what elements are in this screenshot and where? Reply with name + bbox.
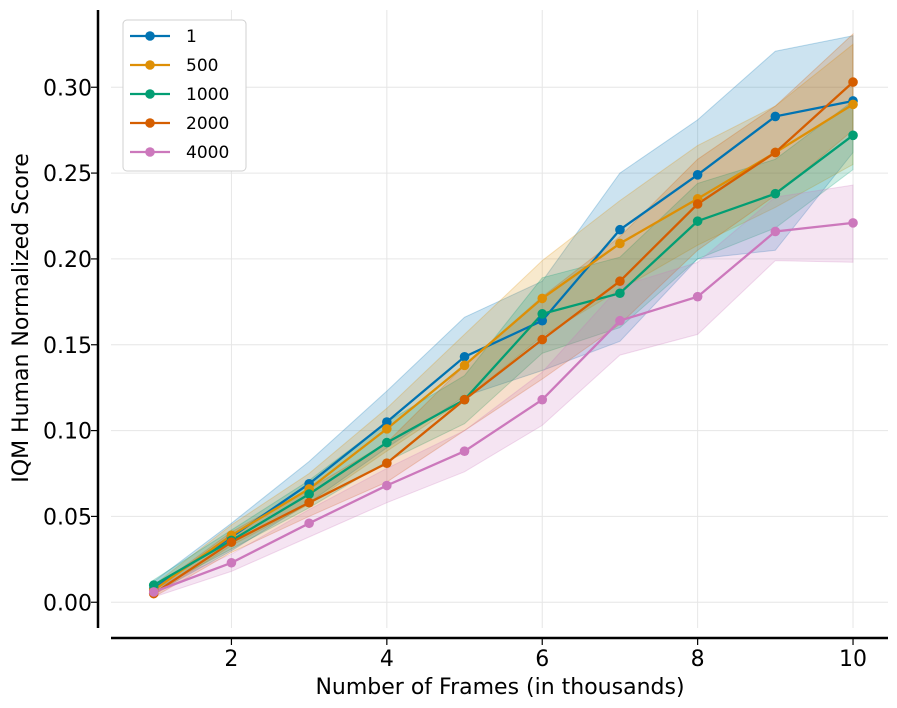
point-500 (615, 238, 625, 249)
point-4000 (304, 518, 314, 529)
point-2000 (226, 537, 237, 547)
point-1000 (692, 216, 703, 226)
point-500 (382, 424, 392, 434)
point-1 (537, 315, 548, 326)
point-1 (459, 351, 470, 362)
series-line-500 (153, 103, 854, 592)
point-1 (382, 417, 392, 427)
point-1 (770, 111, 781, 122)
point-4000 (382, 480, 392, 491)
point-4000 (537, 394, 548, 405)
legend-label-500: 500 (186, 56, 218, 76)
legend-marker-500 (145, 60, 155, 70)
point-500 (537, 293, 548, 304)
legend-marker-1000 (145, 89, 155, 99)
series-points (148, 77, 858, 599)
point-4000 (226, 557, 237, 568)
point-1000 (615, 288, 625, 299)
point-1 (692, 170, 703, 180)
point-2000 (692, 199, 703, 209)
point-1000 (148, 580, 159, 590)
y-tick-label: 0.00 (43, 591, 92, 616)
point-2000 (382, 458, 392, 469)
point-500 (459, 360, 470, 371)
point-1000 (304, 489, 314, 499)
confidence-bands (153, 32, 854, 598)
legend-label-2000: 2000 (186, 114, 229, 134)
y-ticks: 0.00 0.05 0.10 0.15 0.20 0.25 0.30 (43, 76, 98, 616)
x-tick-label: 10 (839, 647, 867, 672)
point-4000 (770, 226, 781, 237)
x-tick-label: 6 (535, 647, 549, 672)
point-500 (848, 99, 858, 110)
point-2000 (848, 77, 858, 87)
point-1 (615, 224, 625, 235)
y-tick-label: 0.30 (43, 76, 92, 101)
point-1000 (848, 130, 858, 141)
y-tick-label: 0.10 (43, 420, 92, 445)
point-2000 (615, 276, 625, 287)
legend-label-4000: 4000 (186, 143, 229, 163)
legend-label-1000: 1000 (186, 85, 229, 105)
band-1 (153, 35, 854, 595)
legend-marker-1 (145, 31, 155, 41)
point-4000 (615, 315, 625, 326)
legend-box (122, 19, 247, 172)
series-line-4000 (153, 221, 854, 594)
x-tick-label: 8 (691, 647, 705, 672)
x-tick-label: 4 (380, 647, 394, 672)
band-4000 (153, 184, 854, 598)
legend-label-1: 1 (186, 27, 197, 47)
point-1000 (770, 188, 781, 199)
y-tick-label: 0.20 (43, 248, 92, 273)
point-4000 (848, 218, 858, 228)
x-ticks: 2 4 6 8 10 (224, 638, 867, 672)
y-axis-label: IQM Human Normalized Score (9, 153, 34, 482)
point-1000 (537, 309, 548, 319)
series-line-1000 (153, 134, 854, 587)
x-tick-label: 2 (224, 647, 238, 672)
y-tick-label: 0.15 (43, 334, 92, 359)
legend: 1 500 1000 2000 4000 (122, 19, 247, 172)
point-4000 (148, 587, 159, 597)
band-500 (153, 43, 854, 597)
point-2000 (304, 497, 314, 508)
point-4000 (692, 291, 703, 302)
legend-marker-2000 (145, 118, 155, 128)
series-line-2000 (153, 81, 854, 595)
y-tick-label: 0.05 (43, 505, 92, 530)
point-2000 (459, 394, 470, 405)
legend-marker-4000 (145, 147, 155, 157)
point-1000 (382, 437, 392, 448)
series-line-1 (153, 99, 854, 590)
point-4000 (459, 446, 470, 456)
axes (96, 10, 888, 640)
y-tick-label: 0.25 (43, 162, 92, 187)
x-axis-label: Number of Frames (in thousands) (315, 675, 684, 700)
point-2000 (770, 147, 781, 158)
series-lines (153, 81, 854, 595)
point-2000 (537, 334, 548, 345)
